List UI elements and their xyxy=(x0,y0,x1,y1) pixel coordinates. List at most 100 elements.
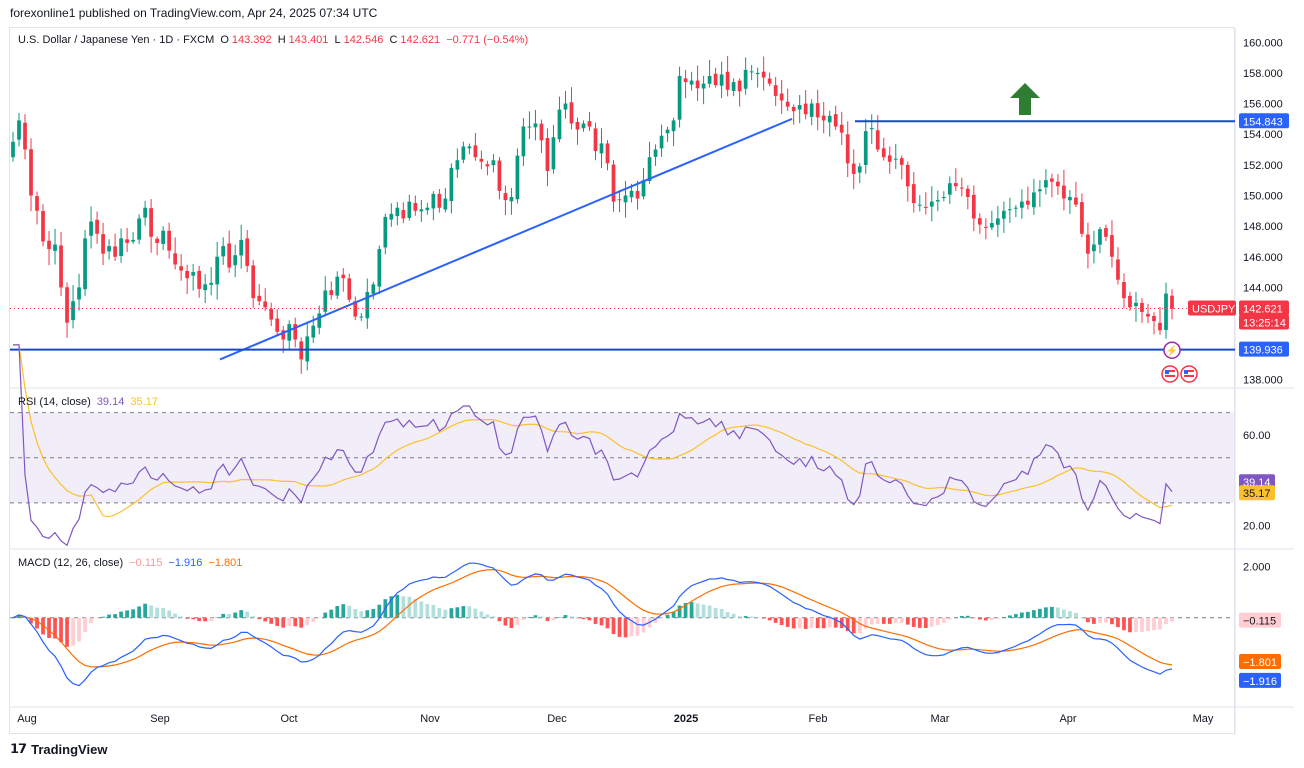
macd-histogram-bar xyxy=(431,604,436,618)
candle xyxy=(1086,234,1090,254)
candle xyxy=(977,218,982,225)
candle xyxy=(437,193,442,208)
candle xyxy=(671,120,676,132)
macd-label[interactable]: MACD (12, 26, close) xyxy=(18,557,124,569)
macd-histogram-bar xyxy=(707,605,712,618)
us-flag-event-icon xyxy=(1180,365,1198,383)
candle xyxy=(287,324,292,341)
candle xyxy=(59,245,63,288)
macd-histogram-bar xyxy=(191,617,196,620)
macd-histogram-bar xyxy=(341,604,346,618)
candle xyxy=(143,207,147,218)
macd-histogram-bar xyxy=(299,617,304,628)
macd-histogram-bar xyxy=(359,611,364,618)
macd-histogram-bar xyxy=(899,617,904,623)
resistance-price-badge: 154.843 xyxy=(1243,116,1283,128)
macd-histogram-bar xyxy=(305,617,310,626)
candle xyxy=(425,207,430,211)
candle xyxy=(563,103,568,110)
macd-histogram-bar xyxy=(395,594,400,618)
macd-histogram-bar xyxy=(1074,612,1078,618)
candle xyxy=(989,223,994,228)
candle xyxy=(695,80,700,89)
macd-histogram-bar xyxy=(77,617,81,642)
candle xyxy=(125,239,129,243)
macd-histogram-bar xyxy=(185,617,190,619)
rsi-label[interactable]: RSI (14, close) xyxy=(18,396,91,408)
candle xyxy=(29,149,33,196)
macd-histogram-bar xyxy=(869,617,874,625)
up-arrow-icon xyxy=(1010,82,1040,115)
footer: 𝟭𝟳 TradingView xyxy=(10,741,107,757)
macd-histogram-bar xyxy=(965,615,970,618)
candle xyxy=(755,72,760,75)
macd-histogram-bar xyxy=(635,617,640,636)
macd-histogram-bar xyxy=(665,614,670,618)
macd-hist-badge: −0.115 xyxy=(1243,616,1276,628)
macd-histogram-bar xyxy=(911,617,916,627)
candle xyxy=(1014,207,1018,209)
macd-histogram-bar xyxy=(785,617,790,627)
candle xyxy=(233,255,238,266)
candle xyxy=(833,114,838,127)
candle xyxy=(761,71,766,78)
candle xyxy=(473,145,478,158)
macd-histogram-bar xyxy=(119,611,123,618)
candle xyxy=(221,246,226,257)
rsi-value: 39.14 xyxy=(96,396,125,408)
macd-histogram-bar xyxy=(653,617,658,623)
tradingview-logo-icon[interactable]: 𝟭𝟳 xyxy=(10,741,27,756)
macd-histogram-bar xyxy=(1116,617,1120,628)
candle xyxy=(1050,178,1054,182)
time-tick-label: Dec xyxy=(547,713,567,725)
candle xyxy=(1038,189,1042,192)
macd-histogram-bar xyxy=(455,607,460,618)
publish-line: forexonline1 published on TradingView.co… xyxy=(10,6,378,20)
footer-brand[interactable]: TradingView xyxy=(31,741,108,757)
candle xyxy=(599,143,604,154)
candle xyxy=(821,115,826,121)
candle xyxy=(653,149,658,157)
candle xyxy=(431,193,436,209)
candle xyxy=(647,157,652,181)
macd-histogram-bar xyxy=(851,617,856,634)
macd-histogram-bar xyxy=(857,617,862,634)
macd-hist-value: −0.115 xyxy=(129,557,163,569)
time-tick-label: 2025 xyxy=(674,713,698,725)
macd-histogram-bar xyxy=(593,617,598,624)
candle xyxy=(935,200,940,202)
candle xyxy=(95,219,99,234)
macd-histogram-bar xyxy=(1110,617,1114,625)
macd-histogram-bar xyxy=(107,614,111,618)
candle xyxy=(1020,201,1024,208)
macd-signal-line xyxy=(12,568,1173,668)
candle xyxy=(533,123,538,128)
rsi-ma-value-badge: 35.17 xyxy=(1243,488,1271,500)
candle xyxy=(863,131,868,165)
last-price-badge-bg xyxy=(1239,300,1289,316)
time-tick-label: Aug xyxy=(17,713,37,725)
macd-histogram-bar xyxy=(1007,615,1012,618)
macd-histogram-bar xyxy=(701,604,706,618)
candle xyxy=(803,103,808,115)
symbol-badge: USDJPY xyxy=(1192,304,1236,316)
flag-stripe xyxy=(1165,369,1175,372)
macd-histogram-bar xyxy=(251,616,256,618)
candle xyxy=(1116,259,1120,280)
candle xyxy=(1080,202,1084,234)
trendline xyxy=(219,117,793,361)
candle xyxy=(245,238,250,266)
macd-histogram-bar xyxy=(449,608,454,618)
candle xyxy=(569,102,574,124)
macd-histogram-bar xyxy=(227,613,232,618)
macd-histogram-bar xyxy=(941,617,946,623)
close-key: C xyxy=(389,34,398,46)
candle xyxy=(1068,197,1072,201)
macd-histogram-bar xyxy=(425,603,430,618)
candle xyxy=(413,202,418,211)
macd-histogram-bar xyxy=(563,615,568,618)
macd-histogram-bar xyxy=(215,617,220,618)
symbol-label[interactable]: U.S. Dollar / Japanese Yen · 1D · FXCM xyxy=(18,34,215,46)
macd-histogram-bar xyxy=(929,617,934,627)
